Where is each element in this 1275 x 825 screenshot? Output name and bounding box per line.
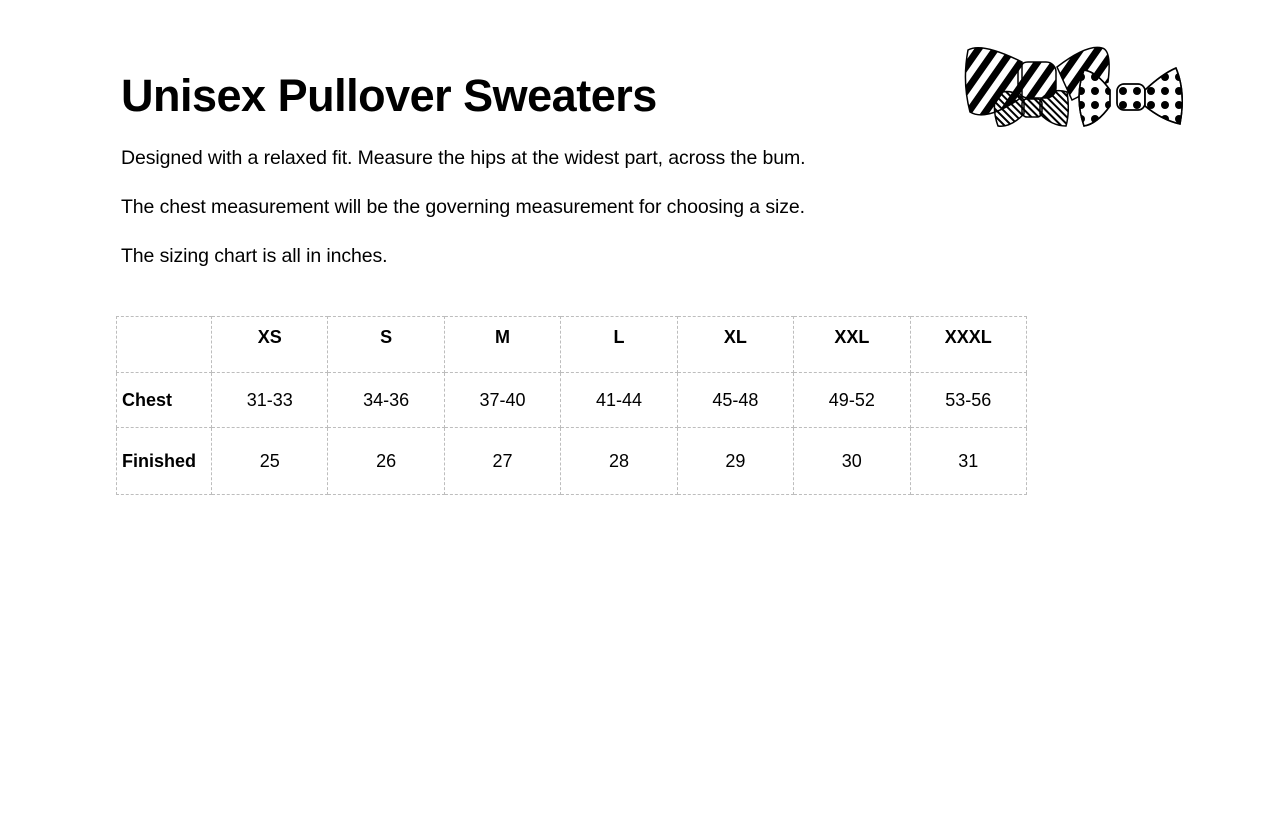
- table-cell: 31: [909, 427, 1028, 495]
- table-cell: 30: [793, 427, 911, 495]
- table-cell: 45-48: [676, 372, 795, 428]
- size-chart-table: XS S M L XL XXL XXXL Chest 31-33 34-36 3…: [116, 316, 1028, 495]
- header-cell-m: M: [443, 316, 562, 373]
- table-cell: 27: [443, 427, 562, 495]
- table-row-finished: Finished 25 26 27 28 29 30 31: [116, 427, 1028, 495]
- description-fit: Designed with a relaxed fit. Measure the…: [121, 147, 806, 169]
- table-cell: 29: [676, 427, 795, 495]
- table-cell: 53-56: [909, 372, 1028, 428]
- description-units: The sizing chart is all in inches.: [121, 245, 388, 267]
- table-cell: 26: [327, 427, 445, 495]
- table-cell: 28: [560, 427, 678, 495]
- row-label: Finished: [116, 427, 212, 495]
- header-cell-xs: XS: [210, 316, 329, 373]
- description-chest: The chest measurement will be the govern…: [121, 196, 805, 218]
- table-cell: 31-33: [210, 372, 329, 428]
- table-header-row: XS S M L XL XXL XXXL: [116, 316, 1028, 373]
- header-cell-s: S: [327, 316, 445, 373]
- header-cell-xxl: XXL: [793, 316, 911, 373]
- bow-ties-icon: [964, 46, 1183, 127]
- table-cell: 37-40: [443, 372, 562, 428]
- table-cell: 25: [210, 427, 329, 495]
- header-cell-l: L: [560, 316, 678, 373]
- header-cell-xxxl: XXXL: [909, 316, 1028, 373]
- row-label: Chest: [116, 372, 212, 428]
- table-cell: 49-52: [793, 372, 911, 428]
- table-cell: 41-44: [560, 372, 678, 428]
- header-cell-empty: [116, 316, 212, 373]
- table-cell: 34-36: [327, 372, 445, 428]
- table-row-chest: Chest 31-33 34-36 37-40 41-44 45-48 49-5…: [116, 372, 1028, 428]
- page-title: Unisex Pullover Sweaters: [121, 70, 657, 121]
- header-cell-xl: XL: [676, 316, 795, 373]
